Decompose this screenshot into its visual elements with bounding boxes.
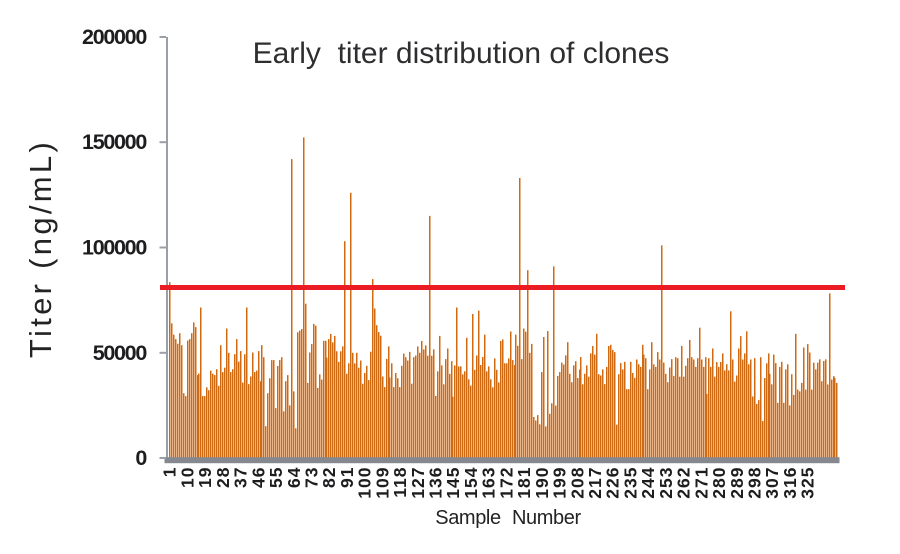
svg-text:73: 73	[301, 467, 321, 488]
svg-text:325: 325	[798, 467, 818, 499]
svg-text:253: 253	[656, 467, 676, 499]
svg-text:244: 244	[638, 467, 658, 499]
svg-text:150000: 150000	[82, 130, 147, 154]
svg-text:82: 82	[319, 467, 339, 488]
svg-text:217: 217	[585, 467, 605, 499]
svg-text:Titer (ng/mL): Titer (ng/mL)	[23, 139, 58, 358]
svg-text:19: 19	[195, 467, 215, 488]
svg-text:226: 226	[603, 467, 623, 499]
svg-text:298: 298	[744, 467, 764, 499]
svg-text:0: 0	[135, 446, 147, 470]
svg-text:91: 91	[337, 467, 357, 488]
svg-text:307: 307	[762, 467, 782, 499]
svg-text:289: 289	[727, 467, 747, 499]
svg-text:100000: 100000	[82, 236, 147, 260]
svg-text:118: 118	[390, 467, 410, 498]
svg-text:Early titer distribution of c: Early titer distribution of clones	[253, 37, 670, 70]
svg-text:190: 190	[532, 467, 552, 499]
svg-text:136: 136	[426, 467, 446, 499]
svg-text:271: 271	[691, 467, 711, 499]
svg-text:109: 109	[372, 467, 392, 499]
svg-text:199: 199	[550, 467, 570, 499]
svg-text:208: 208	[567, 467, 587, 499]
svg-text:262: 262	[674, 467, 694, 499]
svg-text:1: 1	[160, 467, 180, 478]
svg-text:50000: 50000	[93, 341, 148, 365]
svg-text:280: 280	[709, 467, 729, 499]
svg-text:10: 10	[177, 467, 197, 488]
svg-text:181: 181	[514, 467, 534, 499]
svg-text:28: 28	[213, 467, 233, 488]
svg-text:316: 316	[780, 467, 800, 499]
svg-text:Sample Number: Sample Number	[435, 507, 581, 529]
svg-text:37: 37	[231, 467, 251, 488]
svg-text:145: 145	[443, 467, 463, 499]
svg-text:64: 64	[284, 467, 304, 488]
svg-text:163: 163	[479, 467, 499, 499]
svg-text:200000: 200000	[82, 25, 147, 49]
svg-text:46: 46	[248, 467, 268, 488]
svg-text:100: 100	[355, 467, 375, 499]
svg-text:235: 235	[620, 467, 640, 499]
svg-text:55: 55	[266, 467, 286, 488]
svg-text:154: 154	[461, 467, 481, 499]
svg-text:127: 127	[408, 467, 428, 499]
svg-text:172: 172	[496, 467, 516, 499]
